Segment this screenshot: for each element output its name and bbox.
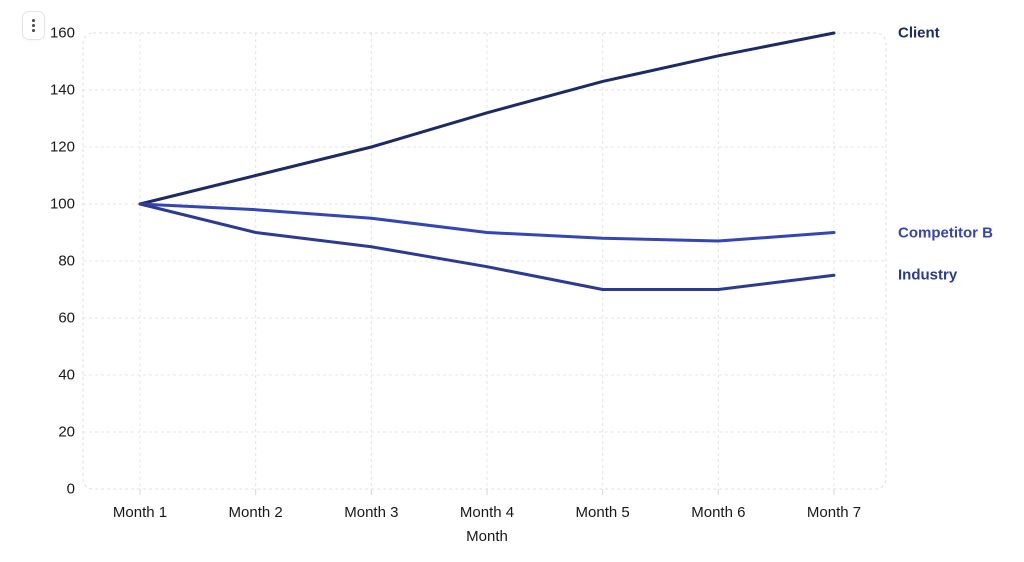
x-tick-label: Month 2	[228, 504, 283, 521]
series-label-client: Client	[898, 24, 940, 42]
y-tick-label: 20	[58, 423, 75, 441]
x-tick-label: Month 1	[112, 504, 168, 521]
y-tick-label: 60	[58, 309, 75, 327]
x-axis-title: Month	[466, 528, 508, 545]
y-tick-label: 0	[66, 480, 75, 498]
client-line	[138, 31, 836, 206]
kebab-menu-button[interactable]	[22, 11, 45, 40]
x-tick-label: Month 6	[691, 504, 746, 521]
x-tick-label: Month 4	[459, 504, 515, 521]
plot-panel-border	[82, 32, 887, 490]
y-tick-label: 120	[49, 138, 75, 156]
series-label-industry: Industry	[898, 266, 958, 284]
competitor-b-line	[138, 202, 836, 243]
series-label-competitor-b: Competitor B	[898, 224, 993, 241]
y-tick-label: 80	[58, 252, 75, 270]
y-tick-label: 100	[49, 195, 75, 213]
y-tick-label: 40	[58, 366, 75, 384]
y-tick-label: 140	[49, 81, 75, 99]
industry-line	[138, 202, 836, 291]
x-tick-label: Month 5	[575, 504, 630, 521]
x-tick-label: Month 3	[344, 504, 399, 521]
x-tick-label: Month 7	[806, 504, 862, 521]
y-tick-label: 160	[49, 24, 75, 42]
kebab-vertical-icon	[32, 19, 35, 22]
